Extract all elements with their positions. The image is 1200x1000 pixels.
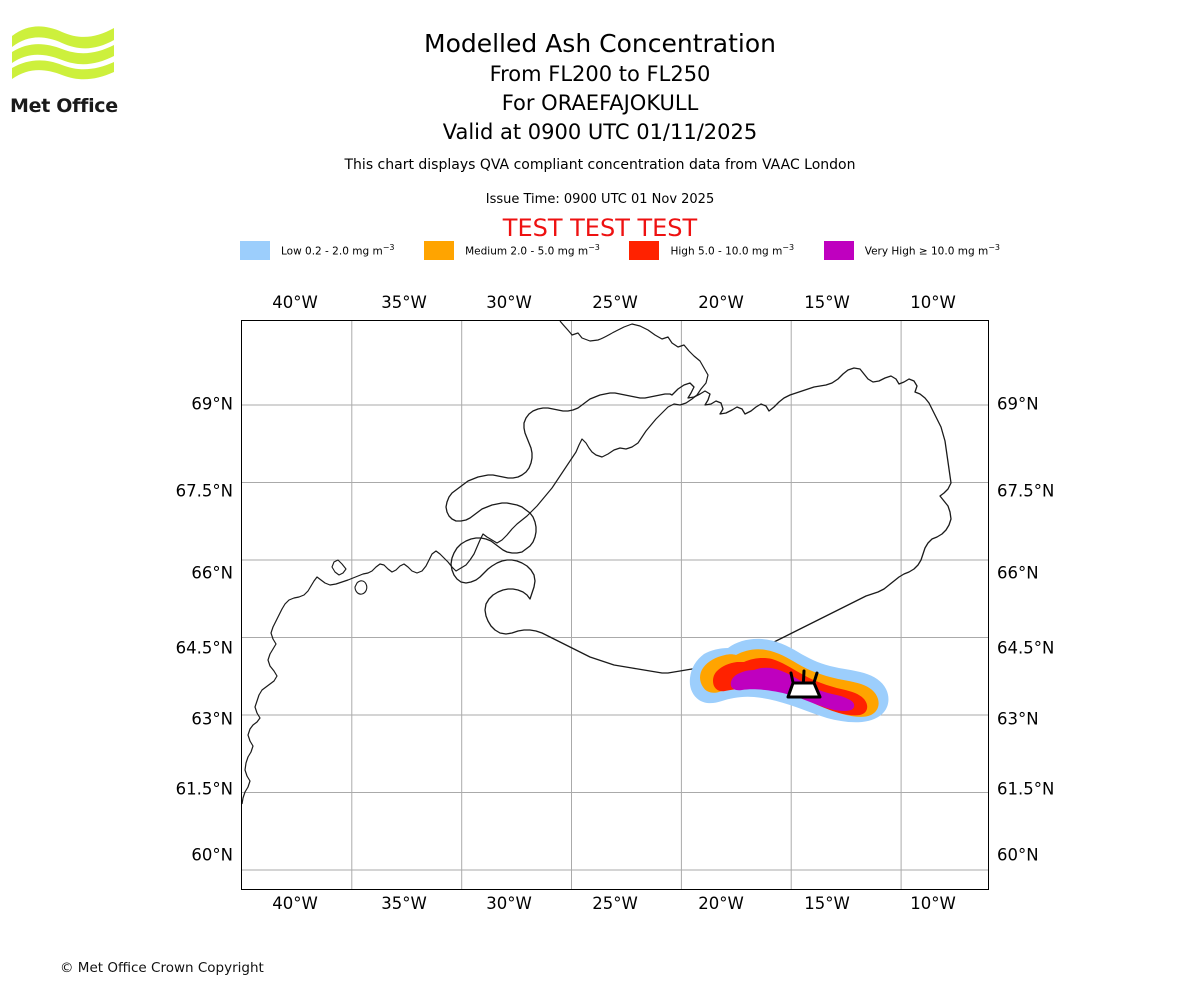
greenland-island-small [354,580,368,595]
copyright-notice: © Met Office Crown Copyright [60,960,264,976]
lon-tick-bottom-2: 30°W [486,894,532,913]
legend-swatch-low [240,240,270,260]
legend-item-very-high: Very High ≥ 10.0 mg m−3 [823,240,1000,260]
volcano-name-line: For ORAEFAJOKULL [501,91,699,115]
lon-tick-bottom-5: 15°W [804,894,850,913]
logo-wave-mark [12,26,114,80]
lat-tick-right-1: 67.5°N [997,481,1055,501]
lon-tick-top-6: 10°W [910,293,956,312]
valid-time-line: Valid at 0900 UTC 01/11/2025 [442,120,758,144]
ash-plume-contours [689,638,889,723]
legend-label-high: High 5.0 - 10.0 mg m−3 [670,242,795,258]
greenland-coastline [242,321,709,805]
legend-label-very-high: Very High ≥ 10.0 mg m−3 [864,242,1000,258]
lat-tick-left-0: 69°N [191,394,233,414]
lon-tick-top-2: 30°W [486,293,532,312]
lon-tick-top-3: 25°W [592,293,638,312]
legend-label-medium: Medium 2.0 - 5.0 mg m−3 [465,242,600,258]
legend-item-low: Low 0.2 - 2.0 mg m−3 [240,240,395,260]
legend-label-low: Low 0.2 - 2.0 mg m−3 [281,242,395,258]
legend-swatch-medium [424,240,455,260]
chart-title-block: Modelled Ash Concentration From FL200 to… [0,28,1200,147]
lon-tick-bottom-4: 20°W [698,894,744,913]
lon-tick-bottom-1: 35°W [381,894,427,913]
qva-note: This chart displays QVA compliant concen… [344,157,856,173]
lon-tick-bottom-3: 25°W [592,894,638,913]
lat-tick-right-5: 61.5°N [997,779,1055,799]
lat-tick-left-1: 67.5°N [175,481,233,501]
lon-tick-top-1: 35°W [381,293,427,312]
lat-tick-left-4: 63°N [191,709,233,729]
legend-item-medium: Medium 2.0 - 5.0 mg m−3 [424,240,600,260]
greenland-fjord-detail [331,559,347,576]
logo-wordmark: Met Office [10,95,118,117]
volcano-symbol-icon [786,669,822,699]
iceland-coastline [445,367,952,674]
lon-tick-bottom-6: 10°W [910,894,956,913]
lat-tick-right-4: 63°N [997,709,1039,729]
lat-tick-left-3: 64.5°N [175,638,233,658]
met-office-logo: Met Office [10,22,125,117]
flight-level-line: From FL200 to FL250 [489,62,711,86]
page-title: Modelled Ash Concentration [424,29,776,58]
legend-swatch-high [629,240,660,260]
lon-tick-top-4: 20°W [698,293,744,312]
concentration-legend: Low 0.2 - 2.0 mg m−3 Medium 2.0 - 5.0 mg… [240,238,1000,262]
legend-swatch-very-high [823,240,854,260]
lon-tick-top-5: 15°W [804,293,850,312]
lat-tick-right-0: 69°N [997,394,1039,414]
lat-tick-right-6: 60°N [997,845,1039,865]
lon-tick-top-0: 40°W [272,293,318,312]
lat-tick-left-2: 66°N [191,563,233,583]
legend-item-high: High 5.0 - 10.0 mg m−3 [629,240,795,260]
test-banner: TEST TEST TEST [502,214,698,242]
lat-tick-left-5: 61.5°N [175,779,233,799]
issue-time: Issue Time: 0900 UTC 01 Nov 2025 [485,192,715,207]
lat-tick-left-6: 60°N [191,845,233,865]
map-gridlines [242,321,988,889]
lat-tick-right-2: 66°N [997,563,1039,583]
lat-tick-right-3: 64.5°N [997,638,1055,658]
map-canvas [242,321,988,889]
map-plot-area [241,320,989,890]
lon-tick-bottom-0: 40°W [272,894,318,913]
